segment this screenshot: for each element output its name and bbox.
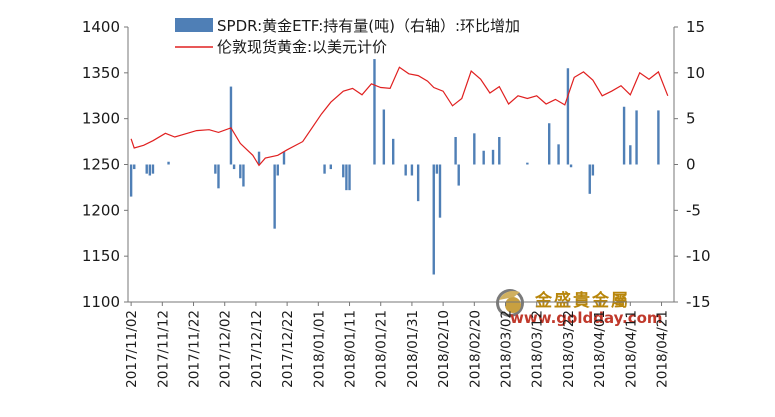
x-tick-label: 2018/03/12 bbox=[530, 310, 546, 388]
etf-bar bbox=[214, 164, 217, 174]
gold-price-line bbox=[130, 66, 669, 167]
etf-bar bbox=[548, 123, 551, 165]
etf-bar bbox=[373, 59, 376, 165]
legend-label-gold: 伦敦现货黄金:以美元计价 bbox=[217, 38, 387, 56]
x-tick-label: 2018/02/20 bbox=[467, 310, 483, 388]
y-left-tick-label: 1100 bbox=[82, 293, 120, 311]
x-tick-label: 2018/02/10 bbox=[436, 310, 452, 388]
watermark: 金盛貴金屬 www.goldday.com bbox=[496, 289, 663, 327]
etf-bar bbox=[432, 164, 435, 275]
y-left-tick-label: 1200 bbox=[82, 201, 120, 219]
etf-bar bbox=[329, 164, 332, 170]
etf-bar bbox=[498, 137, 501, 165]
x-tick-label: 2017/12/12 bbox=[249, 310, 265, 388]
etf-bar bbox=[382, 109, 386, 165]
etf-bar bbox=[323, 164, 326, 174]
x-tick-label: 2017/11/02 bbox=[124, 310, 140, 388]
y-right-tick-label: 0 bbox=[686, 156, 696, 174]
etf-bar bbox=[635, 110, 638, 165]
etf-bar bbox=[273, 164, 276, 229]
watermark-brand: 金盛貴金屬 bbox=[534, 290, 630, 311]
y-right-tick-label: -15 bbox=[686, 293, 711, 311]
etf-bar bbox=[217, 164, 220, 189]
y-right-tick-label: 10 bbox=[686, 64, 705, 82]
etf-bar bbox=[557, 144, 560, 165]
etf-bar bbox=[491, 149, 495, 165]
etf-bar bbox=[410, 164, 414, 176]
etf-bar bbox=[345, 164, 348, 191]
etf-bar bbox=[438, 164, 442, 218]
y-left-tick-label: 1350 bbox=[82, 64, 120, 82]
x-tick-label: 2017/12/22 bbox=[280, 310, 296, 388]
etf-bar bbox=[454, 137, 457, 165]
etf-bar bbox=[435, 164, 439, 174]
plot-area: 1100 1150 1200 1250 1300 1350 1400 -15 -10 -5 0 5 10… bbox=[82, 17, 711, 388]
etf-bar bbox=[569, 164, 573, 168]
etf-bar bbox=[416, 164, 420, 202]
y-right-tick-label: -5 bbox=[686, 201, 701, 219]
etf-bar bbox=[473, 133, 476, 165]
y-right-tick-label: 5 bbox=[686, 110, 696, 128]
etf-bar bbox=[239, 164, 242, 179]
etf-bar bbox=[232, 164, 236, 170]
y-right-tick-label: -10 bbox=[686, 247, 711, 265]
etf-bar bbox=[282, 151, 286, 165]
x-tick-label: 2017/12/02 bbox=[218, 310, 234, 388]
etf-bar bbox=[342, 164, 345, 178]
etf-bar bbox=[229, 86, 233, 165]
x-tick-label: 2018/04/11 bbox=[623, 310, 639, 388]
logo-icon bbox=[496, 289, 524, 317]
etf-bar bbox=[591, 164, 595, 176]
etf-bar bbox=[404, 164, 407, 176]
etf-bar bbox=[526, 162, 529, 165]
x-tick-label: 2018/04/01 bbox=[592, 310, 608, 388]
etf-bar bbox=[257, 151, 261, 165]
etf-bar bbox=[566, 68, 570, 165]
etf-bar bbox=[657, 110, 660, 165]
x-tick-label: 2018/01/31 bbox=[405, 310, 421, 388]
etf-bar bbox=[151, 164, 155, 174]
etf-bar bbox=[348, 164, 351, 191]
y-left-tick-label: 1150 bbox=[82, 247, 120, 265]
etf-bar bbox=[482, 150, 485, 165]
etf-bar bbox=[588, 164, 591, 194]
x-tick-label: 2018/03/02 bbox=[499, 310, 515, 388]
x-tick-label: 2017/11/22 bbox=[187, 310, 203, 388]
y-left-tick-label: 1400 bbox=[82, 18, 120, 36]
y-left-tick-label: 1300 bbox=[82, 110, 120, 128]
etf-bar bbox=[622, 106, 626, 165]
etf-bar bbox=[276, 164, 279, 176]
etf-bar bbox=[629, 145, 632, 165]
legend-swatch-etf bbox=[175, 18, 213, 32]
legend-label-etf: SPDR:黄金ETF:持有量(吨)（右轴）:环比增加 bbox=[217, 17, 520, 35]
etf-bar bbox=[457, 164, 460, 186]
x-tick-label: 2017/11/12 bbox=[155, 310, 171, 388]
etf-bar bbox=[242, 164, 245, 187]
watermark-url: www.goldday.com bbox=[510, 309, 663, 327]
x-tick-label: 2018/01/11 bbox=[343, 310, 359, 388]
x-tick-label: 2018/01/21 bbox=[374, 310, 390, 388]
y-right-tick-label: 15 bbox=[686, 18, 705, 36]
x-tick-label: 2018/01/01 bbox=[311, 310, 327, 388]
etf-bar bbox=[145, 164, 148, 174]
x-tick-label: 2018/03/22 bbox=[561, 310, 577, 388]
etf-bar bbox=[148, 164, 152, 176]
etf-bar bbox=[129, 164, 133, 197]
etf-bar bbox=[167, 161, 170, 165]
etf-bar bbox=[392, 138, 395, 165]
y-left-tick-label: 1250 bbox=[82, 156, 120, 174]
x-tick-label: 2018/04/21 bbox=[655, 310, 671, 388]
etf-bar bbox=[133, 164, 136, 170]
